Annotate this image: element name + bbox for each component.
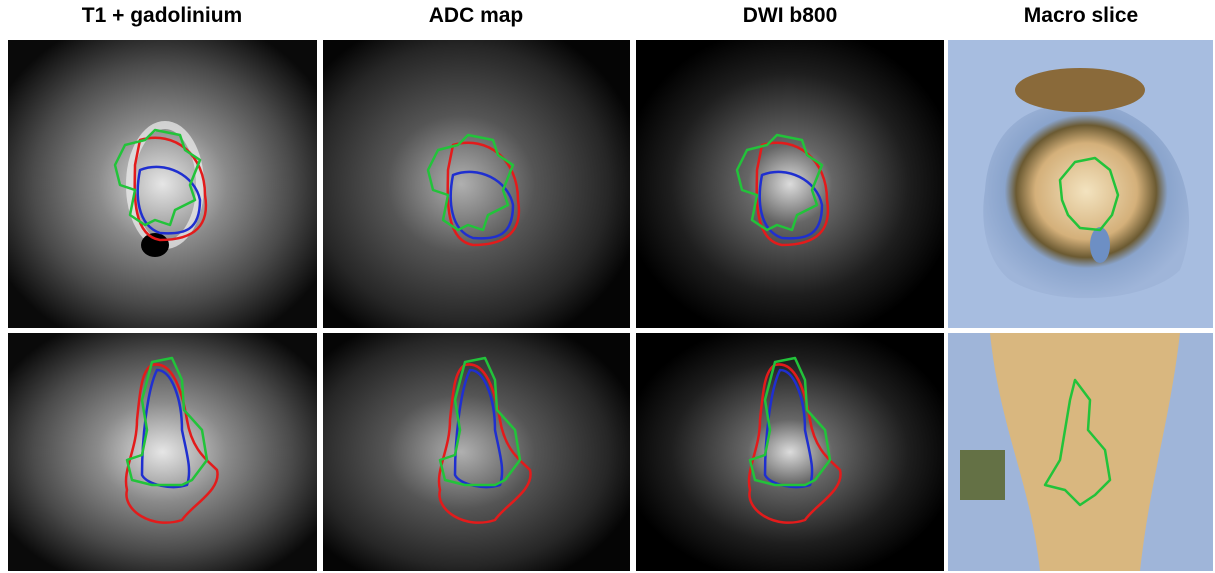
image-panel <box>8 333 317 571</box>
image-panel <box>8 40 317 328</box>
image-panel <box>948 40 1213 328</box>
image-panel <box>323 40 630 328</box>
image-panel <box>948 333 1213 571</box>
image-panel <box>323 333 630 571</box>
column-title: Macro slice <box>1024 4 1138 27</box>
column-title: DWI b800 <box>743 4 838 27</box>
column-title: ADC map <box>429 4 524 27</box>
column-title: T1 + gadolinium <box>82 4 242 27</box>
image-panel <box>636 40 944 328</box>
page: T1 + gadolinium ADC map DWI b800 Macro s… <box>0 0 1215 573</box>
image-panel <box>636 333 944 571</box>
figure: T1 + gadolinium ADC map DWI b800 Macro s… <box>0 0 1215 573</box>
